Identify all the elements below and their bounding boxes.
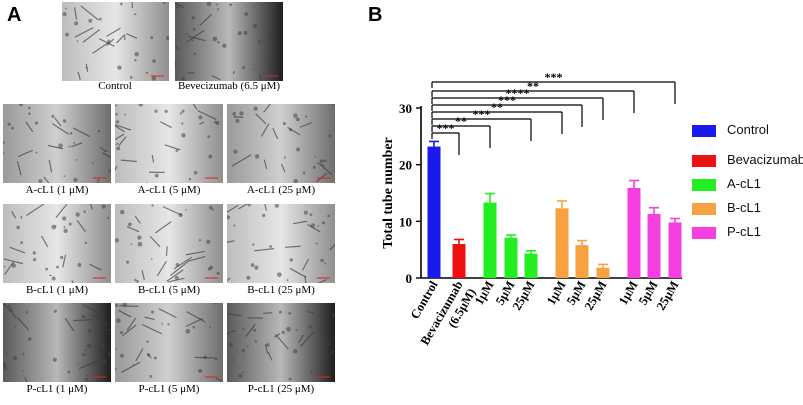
micrograph-caption: P-cL1 (25 μM): [211, 383, 351, 395]
legend-item-p-cl1: P-cL1: [692, 226, 802, 240]
significance-label: ****: [506, 86, 530, 100]
panel-b-letter: B: [368, 4, 382, 27]
legend-label-b-cl1: B-cL1: [727, 200, 761, 215]
bar: [428, 147, 441, 278]
legend-swatch-a-cl1: [692, 179, 716, 191]
x-tick-label: 1μM: [472, 278, 497, 307]
legend-swatch-control: [692, 125, 716, 137]
micrograph-6: [3, 204, 111, 283]
bar: [525, 254, 538, 278]
significance-label: **: [455, 114, 467, 128]
legend-item-b-cl1: B-cL1: [692, 202, 802, 216]
bar: [628, 188, 641, 278]
micrograph-1: [62, 2, 169, 81]
micrograph-11: [227, 303, 335, 382]
legend-item-control: Control: [692, 124, 802, 138]
x-tick-label: 25μM: [654, 278, 682, 312]
legend-label-control: Control: [727, 122, 769, 137]
micrograph-9: [3, 303, 111, 382]
x-tick-label: 1μM: [544, 278, 569, 307]
legend-item-a-cl1: A-cL1: [692, 178, 802, 192]
legend-label-a-cl1: A-cL1: [727, 176, 761, 191]
x-tick-label: 1μM: [616, 278, 641, 307]
micrograph-8: [227, 204, 335, 283]
bar: [648, 214, 661, 278]
micrograph-2: [175, 2, 283, 81]
bar: [505, 238, 518, 278]
legend-label-bevacizumab: Bevacizumab: [727, 152, 803, 167]
bar: [484, 203, 497, 278]
y-tick-label: 30: [399, 101, 412, 116]
bar: [669, 222, 682, 278]
y-tick-label: 20: [399, 158, 412, 173]
significance-label: ***: [473, 107, 491, 121]
micrograph-caption: A-cL1 (25 μM): [211, 184, 351, 196]
y-axis-label: Total tube number: [381, 137, 396, 249]
micrograph-caption: Bevecizumab (6.5 μM): [159, 80, 299, 92]
bar: [556, 208, 569, 278]
significance-label: ***: [437, 121, 455, 135]
micrograph-3: [3, 104, 111, 183]
legend-swatch-b-cl1: [692, 203, 716, 215]
micrograph-caption: B-cL1 (25 μM): [211, 284, 351, 296]
micrograph-10: [115, 303, 223, 382]
significance-label: **: [527, 79, 539, 93]
legend-swatch-bevacizumab: [692, 155, 716, 167]
bar-chart-svg: 0 10 20 30 Total tube number Control Bevacizum…: [370, 40, 803, 400]
micrograph-4: [115, 104, 223, 183]
significance-label: ***: [545, 70, 563, 84]
bar: [597, 268, 610, 278]
y-tick-label: 0: [406, 271, 413, 286]
legend-swatch-p-cl1: [692, 227, 716, 239]
y-tick-label: 10: [399, 214, 412, 229]
x-tick-label: 25μM: [582, 278, 610, 312]
bar-chart: 0 10 20 30 Total tube number Control Bevacizum…: [370, 40, 803, 400]
panel-a-letter: A: [7, 4, 21, 27]
micrograph-7: [115, 204, 223, 283]
bar: [576, 245, 589, 278]
micrograph-5: [227, 104, 335, 183]
bar: [453, 244, 466, 278]
legend-item-bevacizumab: Bevacizumab: [692, 154, 802, 168]
legend-label-p-cl1: P-cL1: [727, 224, 761, 239]
